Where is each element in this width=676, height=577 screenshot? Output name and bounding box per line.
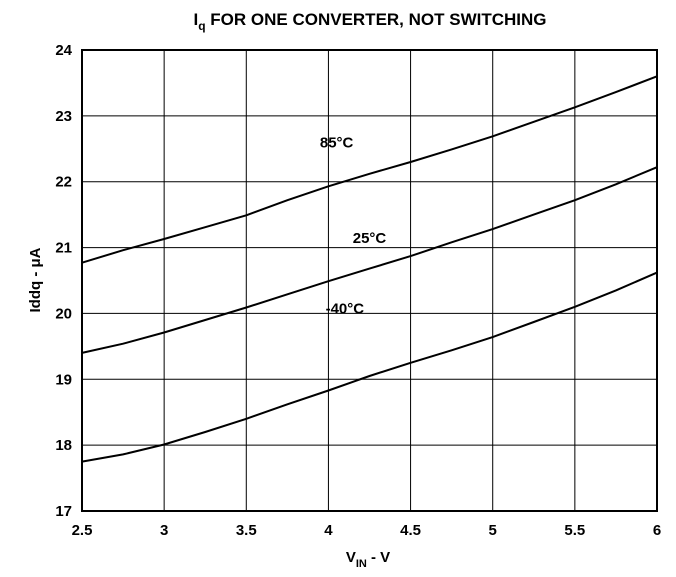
y-tick-label: 17: [55, 503, 72, 520]
x-tick-label: 3: [160, 522, 168, 539]
y-tick-label: 21: [55, 240, 72, 257]
x-axis-label-rest: - V: [367, 549, 390, 566]
series-labels: 85°C 25°C -40°C: [320, 134, 387, 317]
y-tick-labels: 17 18 19 20 21 22 23 24: [55, 42, 72, 520]
series-line: [81, 271, 658, 463]
x-tick-label: 4: [324, 522, 333, 539]
plot-frame: [81, 49, 658, 512]
grid-lines: [82, 50, 657, 511]
chart-title-rest: FOR ONE CONVERTER, NOT SWITCHING: [206, 10, 547, 29]
chart-title-main: I: [193, 10, 198, 29]
y-tick-label: 18: [55, 437, 72, 454]
x-tick-label: 5.5: [564, 522, 585, 539]
series-line: [81, 75, 658, 264]
x-tick-label: 5: [489, 522, 497, 539]
y-tick-label: 20: [55, 305, 72, 322]
x-tick-labels: 2.5 3 3.5 4 4.5 5 5.5 6: [72, 522, 662, 539]
x-axis-label-subscript: IN: [356, 558, 367, 570]
chart-title: Iq FOR ONE CONVERTER, NOT SWITCHING: [193, 10, 546, 33]
x-tick-label: 3.5: [236, 522, 257, 539]
x-axis-label: VIN - V: [346, 549, 390, 570]
chart-title-subscript: q: [198, 19, 205, 33]
y-axis-label: Iddq - μA: [27, 247, 44, 312]
y-tick-label: 22: [55, 174, 72, 191]
series-label: -40°C: [326, 300, 365, 317]
x-axis-label-main: V: [346, 549, 356, 566]
x-tick-label: 4.5: [400, 522, 421, 539]
x-tick-label: 6: [653, 522, 661, 539]
y-tick-label: 24: [55, 42, 72, 59]
y-tick-label: 23: [55, 108, 72, 125]
series-label: 85°C: [320, 134, 354, 151]
data-series: [81, 75, 658, 463]
x-tick-label: 2.5: [72, 522, 93, 539]
series-line: [81, 166, 658, 354]
series-label: 25°C: [353, 230, 387, 247]
y-tick-label: 19: [55, 371, 72, 388]
